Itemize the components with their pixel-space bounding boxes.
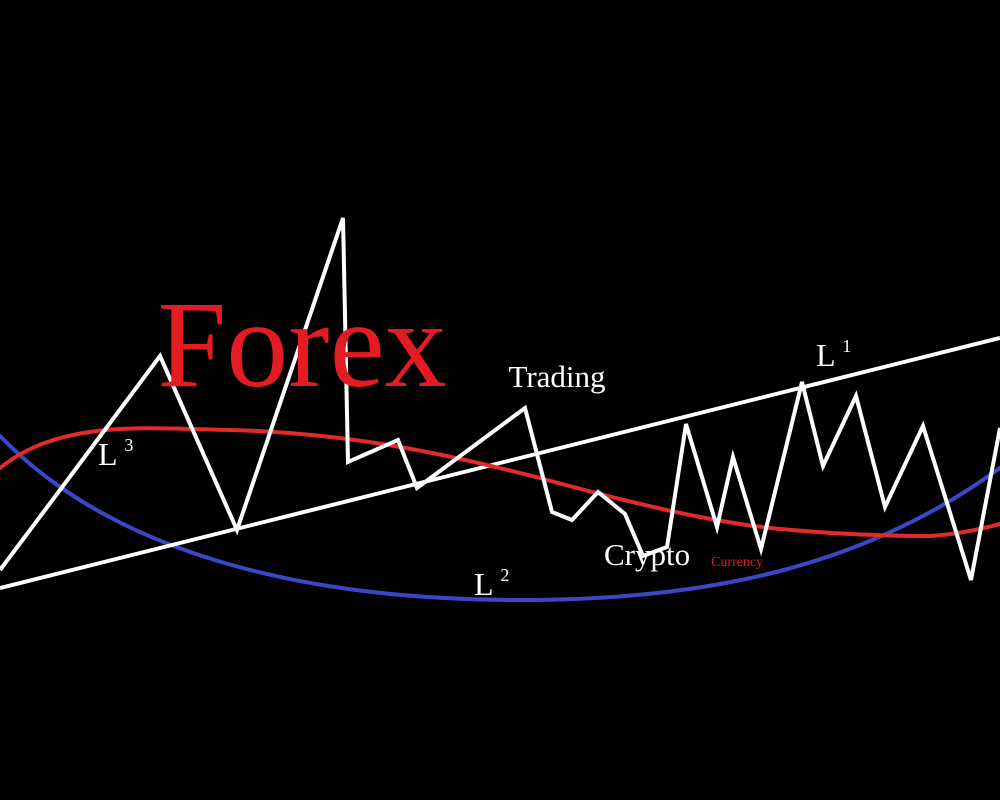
subtitle-trading: Trading bbox=[508, 359, 605, 394]
label-l3: L 3 bbox=[98, 435, 133, 472]
price-line bbox=[0, 217, 1000, 581]
title-forex: Forex bbox=[157, 276, 446, 413]
curve-l3-red bbox=[0, 426, 1000, 539]
label-l1: L 1 bbox=[816, 336, 851, 373]
label-l2: L 2 bbox=[474, 565, 509, 602]
caption-currency: Currency bbox=[711, 555, 763, 570]
label-l3-base: L bbox=[98, 436, 116, 472]
label-l1-base: L bbox=[816, 337, 834, 373]
label-l2-base: L bbox=[474, 566, 492, 602]
curve-l2-blue bbox=[0, 434, 1000, 603]
caption-crypto: Crypto bbox=[604, 537, 690, 572]
label-l3-superscript: 3 bbox=[124, 435, 133, 455]
label-l2-superscript: 2 bbox=[500, 565, 509, 585]
trend-line-l1 bbox=[0, 336, 1000, 590]
label-l1-superscript: 1 bbox=[842, 336, 851, 356]
